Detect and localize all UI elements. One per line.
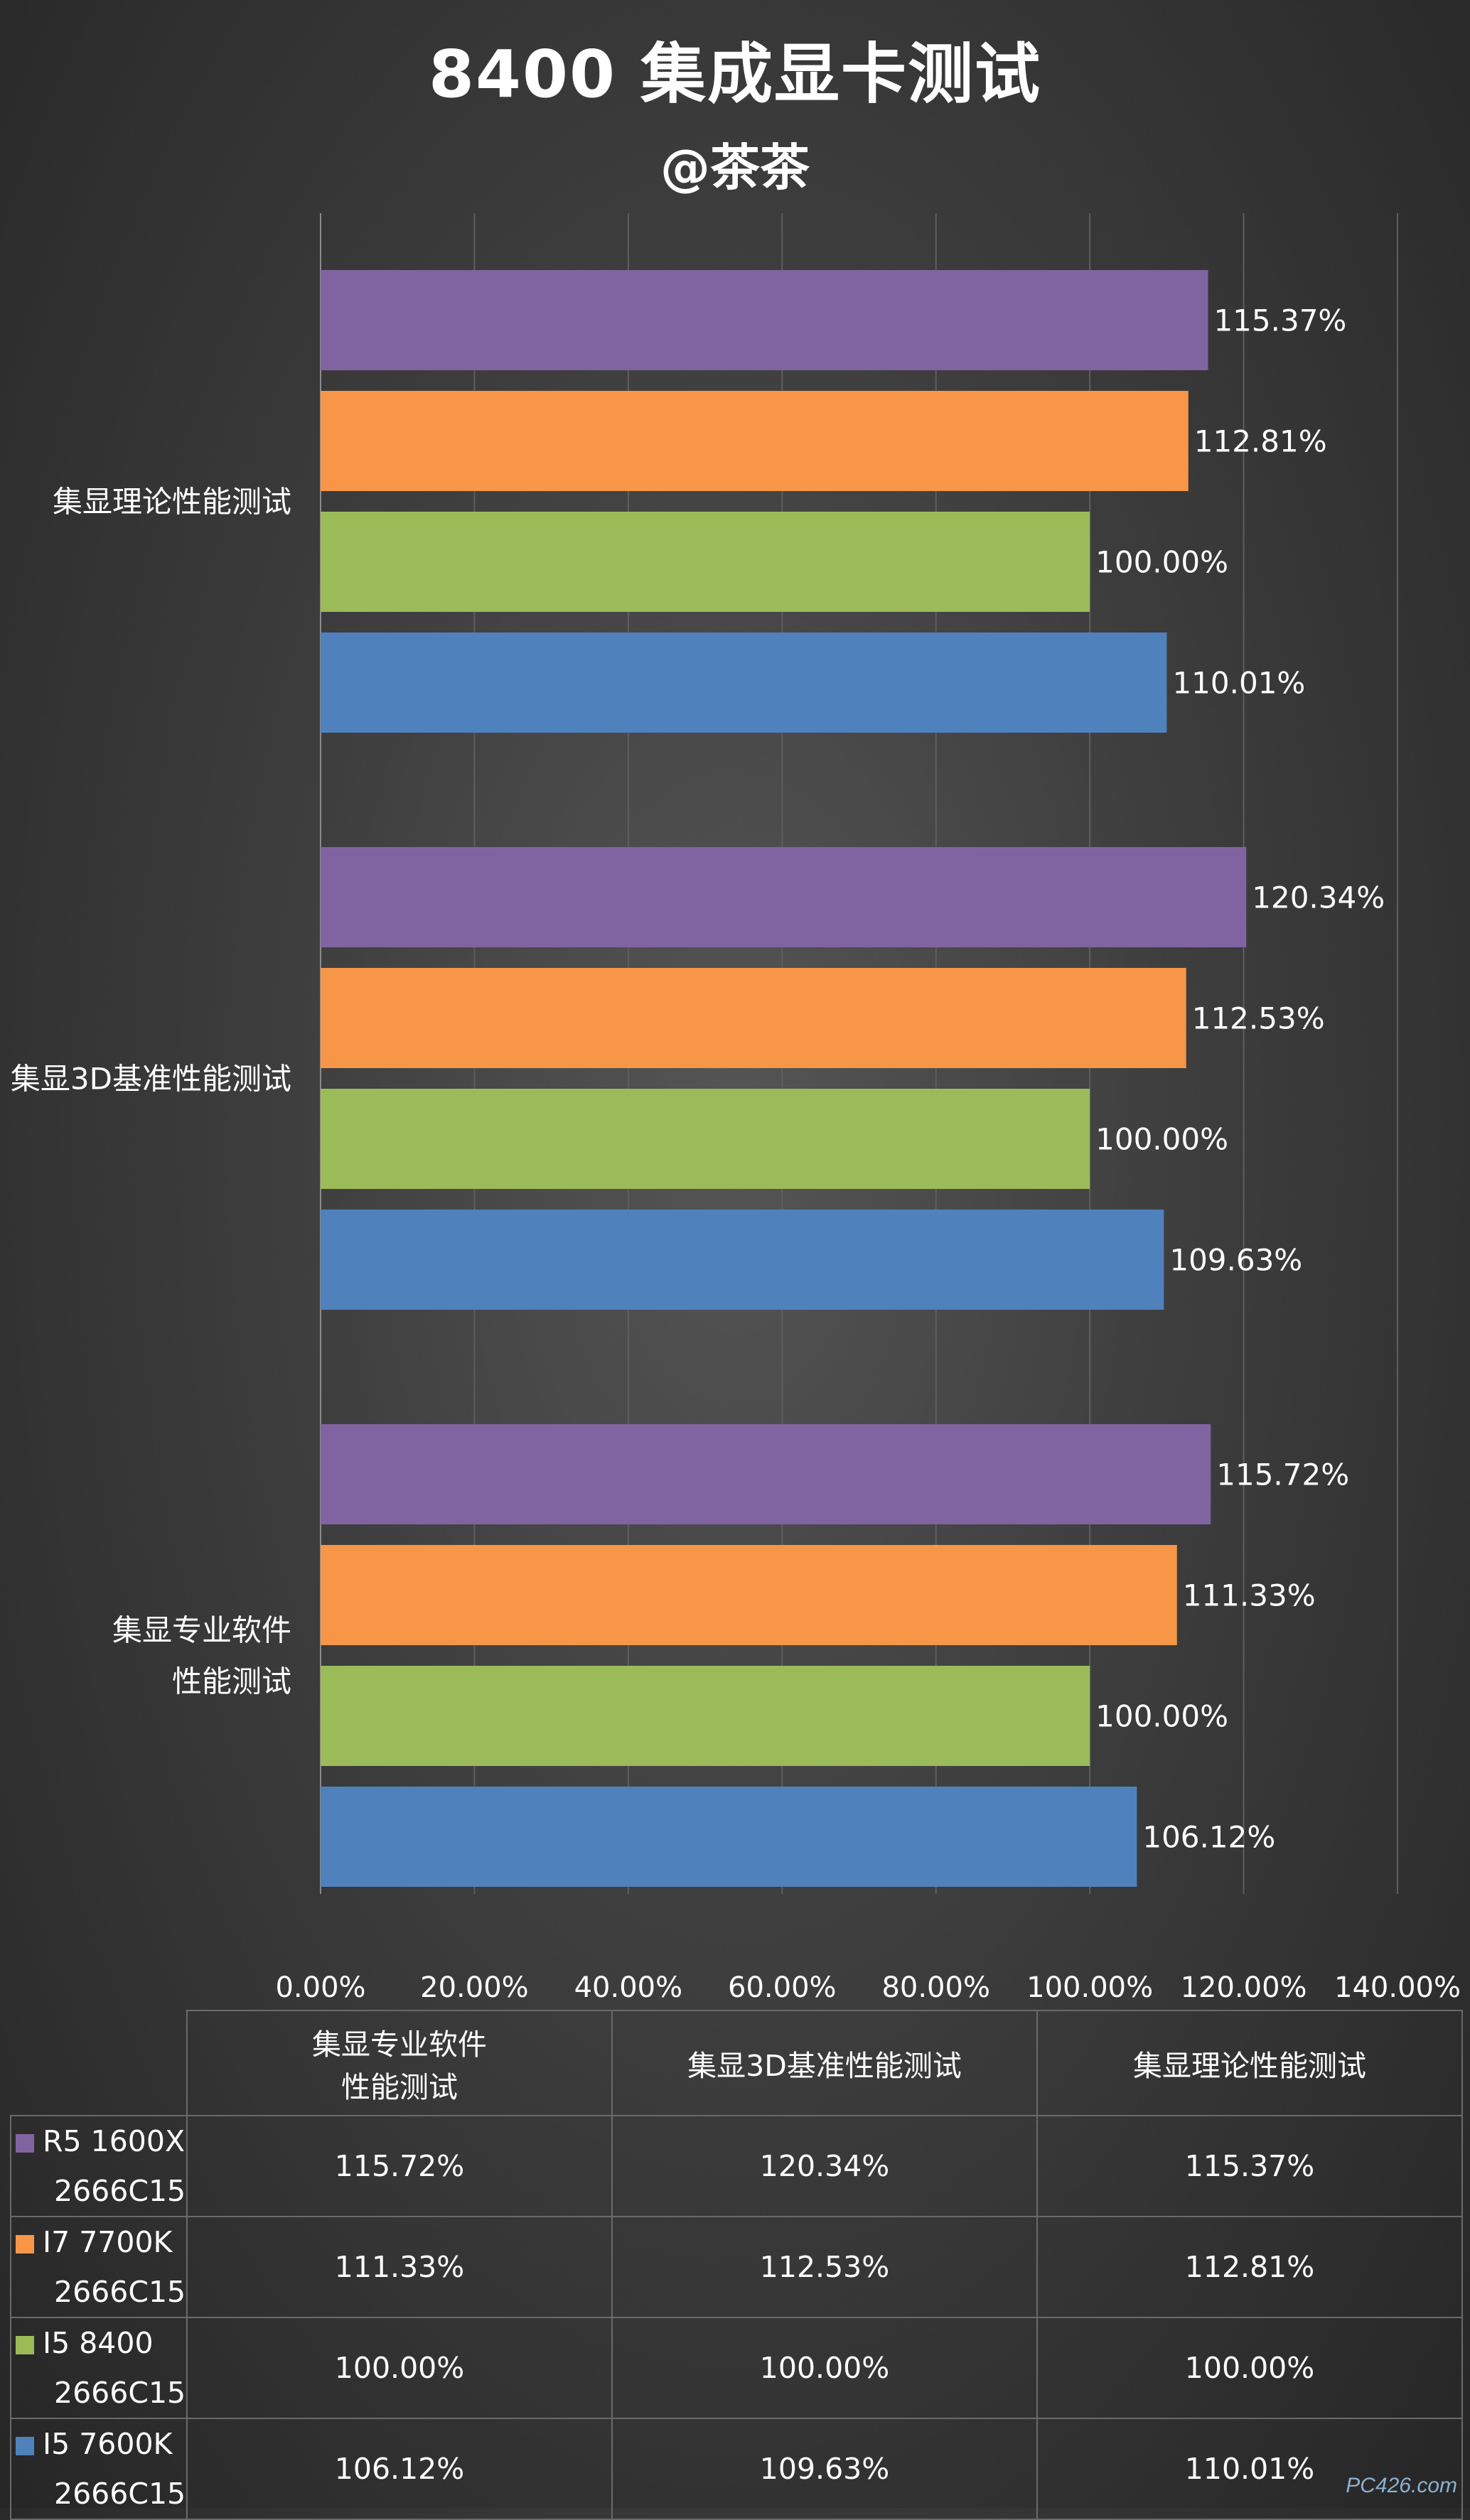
data-label: 100.00% bbox=[1095, 1699, 1228, 1734]
legend-swatch bbox=[16, 2134, 34, 2153]
table-cell: 111.33% bbox=[186, 2216, 613, 2318]
series-name-line: I5 8400 bbox=[43, 2326, 154, 2360]
x-tick-label: 0.00% bbox=[275, 1971, 365, 2004]
data-table-header: 集显专业软件 性能测试 集显3D基准性能测试 集显理论性能测试 bbox=[11, 2010, 1463, 2116]
table-cell: 106.12% bbox=[186, 2418, 613, 2520]
legend-swatch bbox=[16, 2336, 34, 2354]
data-table-corner bbox=[11, 2010, 188, 2116]
table-cell: 110.01% bbox=[1036, 2418, 1463, 2520]
data-label: 112.81% bbox=[1194, 424, 1327, 459]
table-row: I5 8400 2666C15 100.00% 100.00% 100.00% bbox=[10, 2317, 1463, 2419]
table-row: I7 7700K 2666C15 111.33% 112.53% 112.81% bbox=[10, 2216, 1463, 2318]
bar bbox=[321, 1787, 1137, 1887]
bar bbox=[321, 1666, 1090, 1766]
table-cell: 100.00% bbox=[1036, 2317, 1463, 2419]
table-cell: 109.63% bbox=[611, 2418, 1038, 2520]
table-cell: 115.37% bbox=[1036, 2115, 1463, 2217]
series-name: R5 1600X bbox=[16, 2117, 186, 2166]
data-label: 110.01% bbox=[1172, 666, 1305, 701]
x-tick-label: 40.00% bbox=[574, 1971, 683, 2004]
bar bbox=[321, 1089, 1090, 1189]
data-label: 115.37% bbox=[1213, 303, 1346, 338]
data-label: 115.72% bbox=[1216, 1458, 1349, 1492]
bar bbox=[321, 512, 1090, 612]
table-row: I5 7600K 2666C15 106.12% 109.63% 110.01% bbox=[10, 2418, 1463, 2520]
legend-swatch bbox=[16, 2235, 34, 2254]
table-cell: 112.81% bbox=[1036, 2216, 1463, 2318]
column-header-line: 集显专业软件 bbox=[312, 2028, 487, 2062]
data-label: 100.00% bbox=[1095, 545, 1228, 580]
series-name-line: I5 7600K bbox=[43, 2427, 173, 2461]
category-label: 集显理论性能测试 bbox=[53, 485, 291, 519]
chart-title: 8400 集成显卡测试 bbox=[428, 36, 1042, 112]
series-name-line: R5 1600X bbox=[43, 2124, 186, 2158]
column-header: 集显专业软件 性能测试 bbox=[186, 2010, 613, 2116]
series-name-line: 2666C15 bbox=[54, 2174, 186, 2208]
table-cell: 100.00% bbox=[611, 2317, 1038, 2419]
series-name-line: 2666C15 bbox=[54, 2275, 186, 2309]
data-label: 100.00% bbox=[1095, 1122, 1228, 1157]
series-cell: I7 7700K 2666C15 bbox=[10, 2216, 188, 2318]
data-label: 111.33% bbox=[1183, 1578, 1316, 1613]
bar bbox=[321, 632, 1167, 733]
x-tick-label: 80.00% bbox=[881, 1971, 990, 2004]
table-cell: 120.34% bbox=[611, 2115, 1038, 2217]
column-header: 集显理论性能测试 bbox=[1036, 2010, 1463, 2116]
series-cell: I5 8400 2666C15 bbox=[10, 2317, 188, 2419]
series-cell: I5 7600K 2666C15 bbox=[10, 2418, 188, 2520]
series-name: I5 7600K bbox=[16, 2420, 186, 2469]
bar bbox=[321, 1545, 1177, 1645]
column-header-line: 性能测试 bbox=[341, 2070, 458, 2104]
series-name: I5 8400 bbox=[16, 2319, 186, 2368]
bar bbox=[321, 1424, 1211, 1524]
series-name-line: I7 7700K bbox=[43, 2225, 173, 2259]
category-label: 集显3D基准性能测试 bbox=[11, 1062, 291, 1097]
column-header-line: 集显3D基准性能测试 bbox=[687, 2049, 962, 2083]
x-tick-label: 120.00% bbox=[1181, 1971, 1307, 2004]
bar bbox=[321, 1210, 1164, 1310]
bar bbox=[321, 391, 1189, 491]
labels: 0.00% 20.00% 40.00% 60.00% 80.00% 100.00% 120.… bbox=[11, 303, 1461, 2005]
watermark: PC426.com bbox=[1346, 2474, 1457, 2497]
column-header: 集显3D基准性能测试 bbox=[611, 2010, 1038, 2116]
column-header-line: 集显理论性能测试 bbox=[1133, 2049, 1366, 2083]
x-tick-label: 140.00% bbox=[1334, 1971, 1461, 2004]
bar bbox=[321, 968, 1186, 1068]
data-label: 106.12% bbox=[1142, 1820, 1275, 1855]
x-tick-label: 20.00% bbox=[420, 1971, 529, 2004]
chart-subtitle: @茶茶 bbox=[660, 139, 810, 197]
bars bbox=[321, 270, 1247, 1887]
data-label: 112.53% bbox=[1192, 1001, 1325, 1036]
x-tick-label: 100.00% bbox=[1026, 1971, 1153, 2004]
x-tick-label: 60.00% bbox=[728, 1971, 837, 2004]
bar-chart: 0.00% 20.00% 40.00% 60.00% 80.00% 100.00% 120.… bbox=[11, 213, 1461, 2005]
category-label: 性能测试 bbox=[172, 1664, 291, 1699]
series-name-line: 2666C15 bbox=[54, 2477, 186, 2511]
table-cell: 112.53% bbox=[611, 2216, 1038, 2318]
series-cell: R5 1600X 2666C15 bbox=[10, 2115, 188, 2217]
bar bbox=[321, 847, 1247, 947]
legend-swatch bbox=[16, 2437, 34, 2455]
series-name: I7 7700K bbox=[16, 2218, 186, 2267]
bar bbox=[321, 270, 1208, 370]
data-label: 120.34% bbox=[1252, 881, 1385, 915]
series-name-line: 2666C15 bbox=[54, 2376, 186, 2410]
data-label: 109.63% bbox=[1169, 1243, 1302, 1278]
data-table: 集显专业软件 性能测试 集显3D基准性能测试 集显理论性能测试 R5 1600X… bbox=[10, 2010, 1463, 2520]
table-row: R5 1600X 2666C15 115.72% 120.34% 115.37% bbox=[10, 2115, 1463, 2217]
table-cell: 100.00% bbox=[186, 2317, 613, 2419]
table-cell: 115.72% bbox=[186, 2115, 613, 2217]
category-label: 集显专业软件 bbox=[112, 1613, 291, 1648]
